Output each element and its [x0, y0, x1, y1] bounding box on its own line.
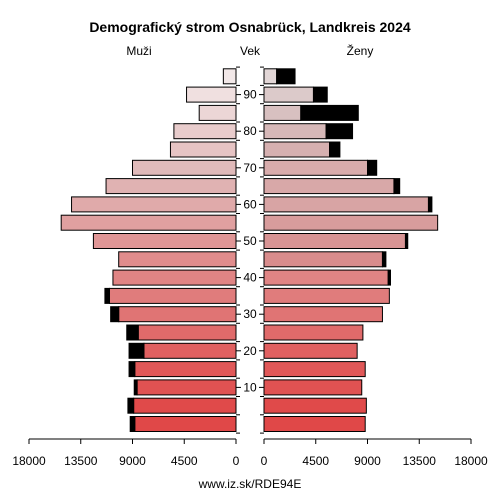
- male-bar-age-25: [137, 324, 237, 341]
- female-bar-age-75: [263, 141, 331, 158]
- female-excess-bar-age-80: [325, 123, 354, 140]
- male-bar-age-5: [133, 397, 237, 414]
- age-tick-label-60: 60: [243, 197, 257, 211]
- male-excess-bar-age-0: [129, 416, 136, 432]
- male-bar-age-85: [198, 104, 237, 121]
- male-excess-bar-age-35: [104, 287, 111, 304]
- male-excess-bar-age-25: [126, 324, 139, 341]
- male-bar-age-80: [173, 123, 237, 140]
- female-x-tick-label-2: 9000: [354, 454, 381, 468]
- female-bar-age-30: [263, 306, 383, 323]
- age-tick-label-20: 20: [243, 344, 257, 358]
- female-excess-bar-age-65: [393, 178, 401, 195]
- female-bar-age-40: [263, 269, 389, 286]
- male-bar-age-15: [134, 361, 237, 378]
- female-bar-age-50: [263, 233, 406, 249]
- female-excess-bar-age-85: [300, 104, 359, 121]
- female-bar-age-5: [263, 397, 367, 414]
- male-excess-bar-age-15: [128, 361, 136, 378]
- female-bar-age-80: [263, 123, 327, 140]
- bars-layer: [60, 68, 439, 432]
- female-excess-bar-age-50: [404, 233, 409, 249]
- male-bar-age-40: [112, 269, 237, 286]
- female-excess-bar-age-40: [387, 269, 392, 286]
- age-tick-label-10: 10: [243, 380, 257, 394]
- right-series-label: Ženy: [347, 43, 374, 58]
- male-excess-bar-age-5: [127, 397, 135, 414]
- male-x-tick-label-3: 4500: [171, 454, 198, 468]
- female-bar-age-95: [263, 68, 278, 85]
- male-bar-age-30: [118, 306, 237, 323]
- female-x-tick-label-1: 13500: [403, 454, 437, 468]
- age-tick-label-90: 90: [243, 88, 257, 102]
- female-bar-age-0: [263, 416, 366, 432]
- male-excess-bar-age-30: [110, 306, 120, 323]
- female-excess-bar-age-70: [367, 159, 378, 176]
- female-bar-age-55: [263, 214, 439, 231]
- male-bar-age-10: [136, 379, 237, 396]
- male-x-tick-label-1: 13500: [64, 454, 98, 468]
- male-x-tick-label-4: 0: [233, 454, 240, 468]
- male-excess-bar-age-20: [128, 342, 145, 359]
- male-excess-bar-age-10: [133, 379, 138, 396]
- male-bar-age-95: [222, 68, 237, 85]
- center-axis-label: Vek: [240, 44, 261, 58]
- female-bar-age-25: [263, 324, 364, 341]
- male-bar-age-60: [71, 196, 237, 213]
- male-bar-age-35: [109, 287, 237, 304]
- male-bar-age-70: [132, 159, 237, 176]
- age-tick-label-30: 30: [243, 307, 257, 321]
- male-bar-age-65: [105, 178, 237, 195]
- axes-layer: 18000 18000 13500 13500 9000 9000 4500 4500 0 0 10…: [12, 66, 488, 468]
- female-bar-age-90: [263, 86, 314, 103]
- female-x-tick-label-3: 4500: [302, 454, 329, 468]
- female-excess-bar-age-90: [312, 86, 328, 103]
- female-bar-age-70: [263, 159, 368, 176]
- male-bar-age-45: [118, 251, 237, 268]
- male-bar-age-0: [134, 416, 237, 432]
- female-bar-age-20: [263, 342, 358, 359]
- female-excess-bar-age-60: [427, 196, 433, 213]
- age-tick-label-80: 80: [243, 124, 257, 138]
- chart-title: Demografický strom Osnabrück, Landkreis …: [89, 19, 411, 35]
- male-bar-age-90: [186, 86, 237, 103]
- age-tick-label-40: 40: [243, 271, 257, 285]
- age-tick-label-70: 70: [243, 161, 257, 175]
- female-bar-age-45: [263, 251, 383, 268]
- female-bar-age-85: [263, 104, 302, 121]
- female-bar-age-10: [263, 379, 363, 396]
- female-bar-age-15: [263, 361, 366, 378]
- left-series-label: Muži: [126, 44, 151, 58]
- female-excess-bar-age-95: [276, 68, 296, 85]
- male-bar-age-55: [60, 214, 237, 231]
- age-tick-label-50: 50: [243, 234, 257, 248]
- male-bar-age-75: [169, 141, 237, 158]
- male-x-tick-label-0: 18000: [12, 454, 46, 468]
- female-x-tick-label-4: 0: [261, 454, 268, 468]
- source-footer: www.iz.sk/RDE94E: [198, 477, 302, 491]
- female-bar-age-65: [263, 178, 395, 195]
- female-bar-age-60: [263, 196, 429, 213]
- female-excess-bar-age-75: [329, 141, 341, 158]
- male-bar-age-50: [92, 233, 237, 249]
- male-x-tick-label-2: 9000: [119, 454, 146, 468]
- male-bar-age-20: [143, 342, 237, 359]
- female-excess-bar-age-45: [381, 251, 387, 268]
- female-x-tick-label-0: 18000: [454, 454, 488, 468]
- female-bar-age-35: [263, 287, 390, 304]
